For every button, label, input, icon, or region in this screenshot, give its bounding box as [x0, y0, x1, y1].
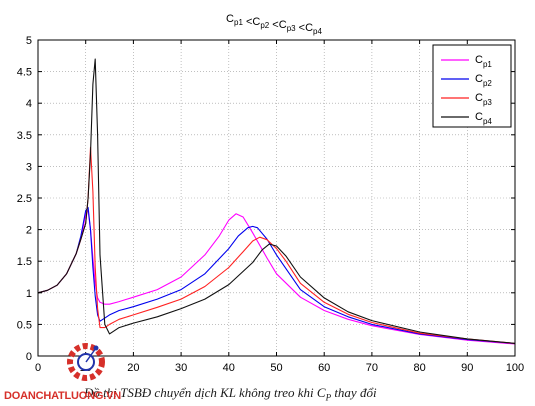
title-sub: p3	[287, 24, 296, 33]
legend-label: Cp2	[475, 73, 492, 88]
x-tick-label: 70	[366, 362, 378, 374]
legend-label: Cp4	[475, 111, 492, 126]
caption-prefix: Đồ thị TSBĐ chuyển dịch KL không treo kh…	[84, 385, 326, 400]
y-tick-label: 0	[26, 351, 32, 363]
title-sub: p2	[260, 21, 269, 30]
caption-sub: P	[325, 392, 332, 403]
x-tick-label: 80	[413, 362, 425, 374]
y-tick-label: 4.5	[17, 67, 32, 79]
series-layer	[37, 58, 516, 345]
y-tick-label: 5	[26, 35, 32, 47]
x-tick-label: 30	[175, 362, 187, 374]
title-sub: p4	[313, 27, 322, 36]
x-tick-label: 50	[270, 362, 282, 374]
y-tick-label: 1.5	[17, 256, 32, 268]
y-tick-label: 0.5	[17, 319, 32, 331]
legend-label: Cp3	[475, 92, 492, 107]
y-tick-label: 3	[26, 161, 32, 173]
series-line-cp2	[37, 206, 516, 344]
x-tick-label: 0	[35, 362, 41, 374]
x-tick-label: 40	[223, 362, 235, 374]
x-tick-label: 60	[318, 362, 330, 374]
title-sub: p1	[234, 18, 243, 27]
watermark-text: DOANCHATLUONG.VN	[4, 390, 121, 402]
series-line-cp1	[37, 210, 516, 345]
y-tick-label: 2	[26, 225, 32, 237]
x-tick-label: 20	[127, 362, 139, 374]
legend-label: Cp1	[475, 54, 492, 69]
chart-title: Cp1 <Cp2 <Cp3 <Cp4	[226, 13, 322, 36]
title-c: <C	[296, 22, 313, 34]
legend: Cp1 Cp2 Cp3 Cp4	[432, 44, 512, 128]
y-tick-label: 3.5	[17, 130, 32, 142]
caption-suffix: thay đổi	[331, 385, 377, 400]
title-c: <C	[269, 19, 286, 31]
figure-caption: Đồ thị TSBĐ chuyển dịch KL không treo kh…	[84, 385, 504, 403]
y-tick-label: 4	[26, 98, 32, 110]
x-tick-label: 100	[506, 362, 524, 374]
watermark-logo: DOANCHATLUONG.VN	[4, 343, 121, 402]
y-tick-label: 1	[26, 288, 32, 300]
gear-logo-icon	[67, 343, 105, 381]
series-line-cp4	[37, 58, 516, 344]
y-tick-label: 2.5	[17, 193, 32, 205]
title-c: C	[226, 13, 234, 25]
axes: 010203040506070809010000.511.522.533.544…	[17, 35, 524, 374]
legend-box	[432, 44, 512, 128]
x-tick-label: 90	[461, 362, 473, 374]
title-c: <C	[243, 16, 260, 28]
